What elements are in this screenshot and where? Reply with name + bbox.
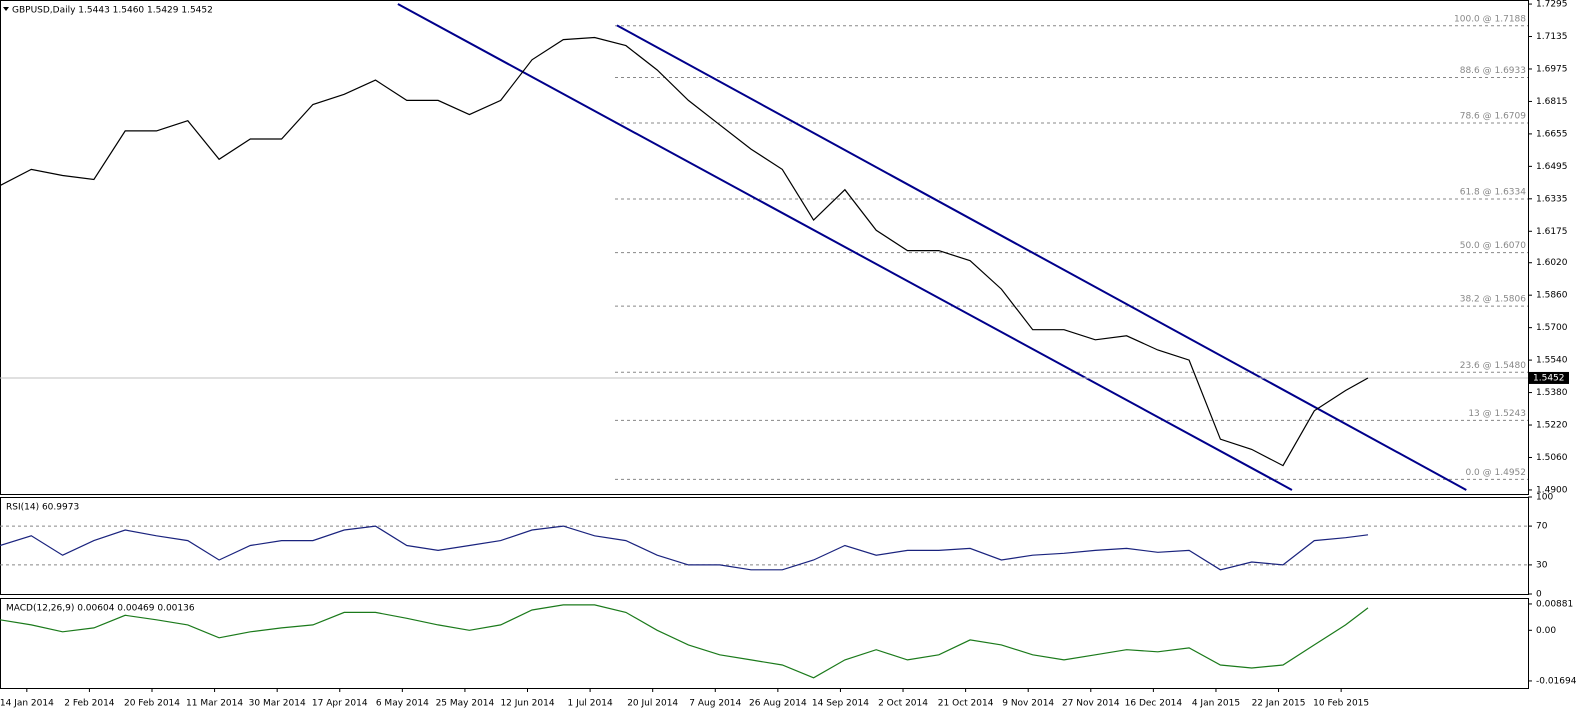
- panel-frame: [0, 0, 1529, 495]
- x-tick-label: 1 Jul 2014: [567, 699, 612, 709]
- x-tick-label: 2 Feb 2014: [64, 699, 115, 709]
- y-tick-label: 1.5540: [1536, 356, 1568, 366]
- x-tick-label: 26 Aug 2014: [749, 699, 807, 709]
- y-tick-label: 1.5860: [1536, 291, 1568, 301]
- level-label: 100.0 @ 1.7188: [1454, 14, 1526, 24]
- y-tick-label: 1.5380: [1536, 388, 1568, 398]
- y-tick-label: 1.6975: [1536, 64, 1568, 74]
- series-line: [0, 36, 1369, 467]
- menu-triangle: [3, 7, 9, 11]
- channel-line: [616, 24, 1467, 491]
- panel-title: GBPUSD,Daily 1.5443 1.5460 1.5429 1.5452: [12, 6, 213, 16]
- x-tick-label: 4 Jan 2015: [1192, 699, 1240, 709]
- x-tick-label: 7 Aug 2014: [689, 699, 741, 709]
- panel-title: RSI(14) 60.9973: [6, 503, 79, 513]
- y-tick-label: 0: [1536, 590, 1542, 600]
- level-label: 61.8 @ 1.6334: [1460, 188, 1527, 198]
- x-tick-label: 20 Jul 2014: [627, 699, 678, 709]
- y-tick-label: 0.00: [1536, 626, 1556, 636]
- x-tick-label: 11 Mar 2014: [186, 699, 243, 709]
- x-tick-label: 25 May 2014: [436, 699, 495, 709]
- x-tick-label: 9 Nov 2014: [1002, 699, 1054, 709]
- level-label: 0.0 @ 1.4952: [1465, 468, 1526, 478]
- y-tick-label: 1.4900: [1536, 485, 1568, 495]
- panel-frame: [0, 497, 1529, 595]
- series-line: [0, 604, 1369, 679]
- x-tick-label: 20 Feb 2014: [124, 699, 180, 709]
- channel-line: [397, 3, 1293, 491]
- y-tick-label: 70: [1536, 522, 1548, 532]
- level-label: 50.0 @ 1.6070: [1460, 241, 1527, 251]
- level-label: 78.6 @ 1.6709: [1460, 111, 1527, 121]
- y-tick-label: 1.6335: [1536, 194, 1568, 204]
- panel-title: MACD(12,26,9) 0.00604 0.00469 0.00136: [6, 604, 195, 614]
- y-tick-label: 1.5700: [1536, 323, 1568, 333]
- x-tick-label: 14 Sep 2014: [812, 699, 869, 709]
- y-tick-label: 1.6815: [1536, 97, 1568, 107]
- y-tick-label: 100: [1536, 493, 1553, 503]
- y-tick-label: 1.7295: [1536, 0, 1568, 10]
- x-tick-label: 14 Jan 2014: [0, 699, 54, 709]
- x-tick-label: 6 May 2014: [376, 699, 429, 709]
- y-tick-label: 0.00881: [1536, 599, 1573, 609]
- level-label: 13 @ 1.5243: [1468, 409, 1526, 419]
- panel-frame: [0, 598, 1529, 689]
- level-label: 23.6 @ 1.5480: [1460, 361, 1527, 371]
- y-tick-label: -0.01694: [1536, 676, 1577, 686]
- y-tick-label: 1.6020: [1536, 258, 1568, 268]
- y-tick-label: 1.6175: [1536, 227, 1568, 237]
- level-label: 88.6 @ 1.6933: [1460, 66, 1526, 76]
- x-tick-label: 2 Oct 2014: [878, 699, 928, 709]
- x-tick-label: 22 Jan 2015: [1252, 699, 1306, 709]
- x-tick-label: 16 Dec 2014: [1125, 699, 1183, 709]
- y-tick-label: 1.5060: [1536, 453, 1568, 463]
- last-price-label: 1.5452: [1533, 373, 1565, 383]
- level-label: 38.2 @ 1.5806: [1460, 295, 1527, 305]
- y-tick-label: 30: [1536, 560, 1548, 570]
- x-tick-label: 17 Apr 2014: [312, 699, 368, 709]
- series-line: [0, 525, 1369, 571]
- x-tick-label: 10 Feb 2015: [1313, 699, 1369, 709]
- last-price-box: [1529, 371, 1569, 384]
- x-tick-label: 12 Jun 2014: [500, 699, 554, 709]
- x-tick-label: 27 Nov 2014: [1062, 699, 1120, 709]
- x-tick-label: 21 Oct 2014: [938, 699, 994, 709]
- x-tick-label: 30 Mar 2014: [249, 699, 306, 709]
- y-tick-label: 1.7135: [1536, 32, 1568, 42]
- y-tick-label: 1.5220: [1536, 421, 1568, 431]
- y-tick-label: 1.6655: [1536, 129, 1568, 139]
- y-tick-label: 1.6495: [1536, 162, 1568, 172]
